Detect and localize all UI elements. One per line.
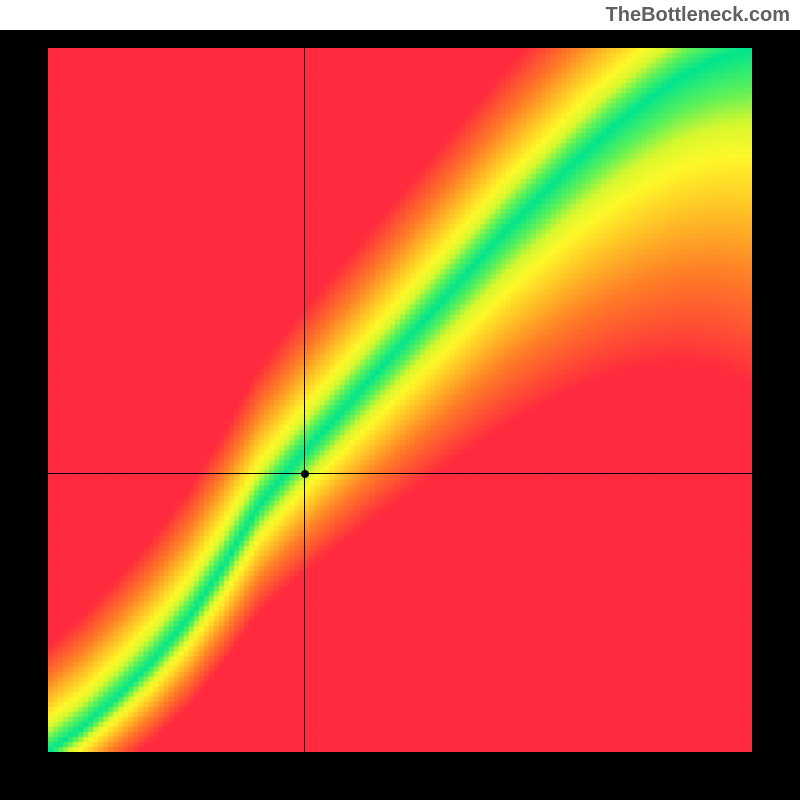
heatmap-canvas [48,48,752,752]
plot-area [48,48,752,752]
attribution-label: TheBottleneck.com [606,4,790,27]
chart-container: TheBottleneck.com [0,0,800,800]
crosshair-vertical [304,48,305,752]
chart-frame [0,30,800,800]
crosshair-horizontal [48,473,752,474]
marker-dot [301,470,309,478]
